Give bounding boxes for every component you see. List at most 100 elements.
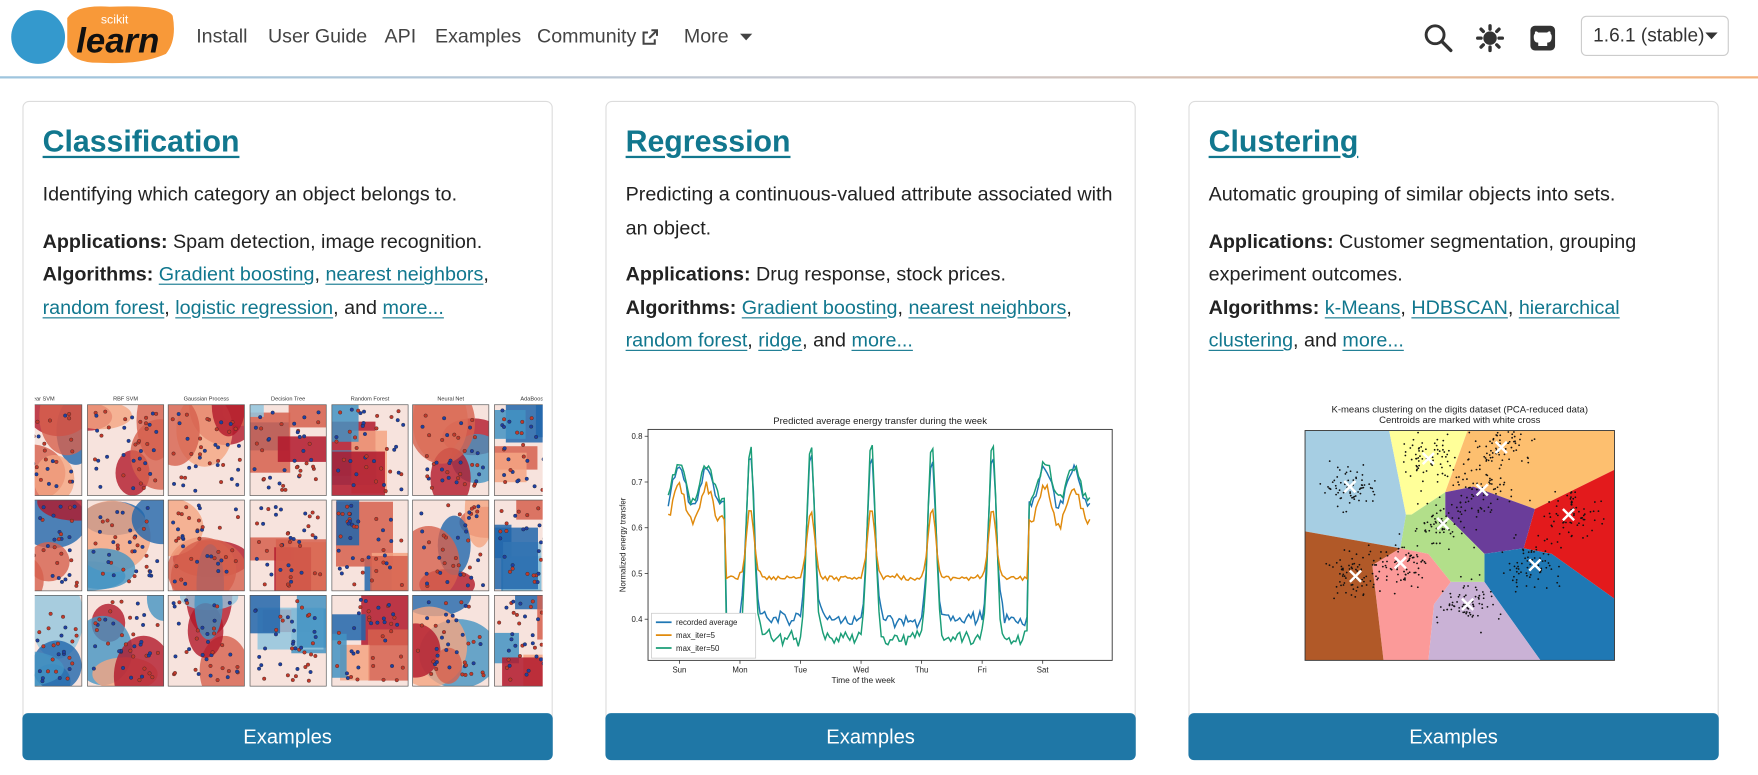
sample-dot <box>1531 439 1533 442</box>
panel <box>87 499 165 592</box>
algorithm-link[interactable]: Gradient boosting <box>741 295 898 318</box>
sample-dot <box>1502 483 1505 486</box>
region <box>87 404 132 430</box>
sample-dot <box>1328 564 1331 567</box>
sample-dot <box>1347 465 1349 468</box>
sample-dot <box>1526 560 1529 562</box>
sample-dot <box>237 457 242 462</box>
sample-dot <box>1361 474 1364 476</box>
card-title[interactable]: Clustering <box>1208 124 1359 159</box>
card-title[interactable]: Classification <box>42 124 240 159</box>
sample-dot <box>437 555 442 560</box>
sample-dot <box>1489 502 1492 505</box>
cluster-region <box>1445 486 1535 554</box>
algorithm-link[interactable]: Gradient boosting <box>158 262 315 285</box>
sample-dot <box>381 548 386 553</box>
algorithm-link[interactable]: hierarchical clustering <box>1208 295 1620 351</box>
sample-dot <box>476 504 481 509</box>
sample-dot <box>1457 595 1460 598</box>
nav-link[interactable]: User Guide <box>267 24 368 48</box>
algorithm-link[interactable]: nearest neighbors <box>908 295 1067 318</box>
sample-dot <box>185 601 190 605</box>
sample-dot <box>1573 512 1575 515</box>
sample-dot <box>1562 526 1565 529</box>
nav-link[interactable]: Community <box>537 24 637 48</box>
sample-dot <box>1478 594 1481 597</box>
sample-dot <box>111 573 116 578</box>
sample-dot <box>140 544 145 549</box>
sample-dot <box>334 439 339 444</box>
sample-dot <box>307 441 312 446</box>
sample-dot <box>1499 477 1502 480</box>
algorithm-link[interactable]: random forest <box>42 295 165 318</box>
sample-dot <box>91 666 96 671</box>
github-icon[interactable] <box>1529 25 1556 52</box>
sample-dot <box>530 599 535 604</box>
sample-dot <box>1445 515 1447 518</box>
sample-dot <box>1514 442 1517 445</box>
algorithm-link[interactable]: nearest neighbors <box>325 262 484 285</box>
sample-dot <box>1465 611 1468 613</box>
sample-dot <box>536 506 541 511</box>
sample-dot <box>340 512 345 516</box>
panel <box>412 404 490 496</box>
examples-button[interactable]: Examples <box>1188 713 1719 761</box>
sample-dot <box>364 465 369 470</box>
sample-dot <box>298 468 303 473</box>
sample-dot <box>181 483 186 488</box>
nav-link[interactable]: Examples <box>435 24 522 48</box>
sample-dot <box>345 565 349 569</box>
algorithm-link[interactable]: more... <box>851 328 913 351</box>
panel-border <box>87 595 165 687</box>
sample-dot <box>1353 562 1356 565</box>
sample-dot <box>35 419 40 424</box>
sample-dot <box>54 459 59 464</box>
sample-dot <box>1413 571 1416 574</box>
algorithm-link[interactable]: random forest <box>625 328 748 351</box>
examples-button[interactable]: Examples <box>22 713 553 761</box>
sample-dot <box>1488 454 1491 456</box>
sample-dot <box>540 487 543 492</box>
sample-dot <box>289 568 294 573</box>
algorithm-link[interactable]: more... <box>1342 328 1404 351</box>
sample-dot <box>138 419 143 424</box>
sample-dot <box>481 673 486 678</box>
sample-dot <box>67 535 72 540</box>
examples-button[interactable]: Examples <box>605 713 1136 761</box>
cluster-region <box>1400 492 1485 582</box>
sample-dot <box>521 454 526 459</box>
nav-link[interactable]: API <box>384 24 417 48</box>
sample-dot <box>1463 611 1466 614</box>
sample-dot <box>536 571 541 576</box>
panel-regions <box>335 500 409 591</box>
algorithm-link[interactable]: more... <box>382 295 444 318</box>
sample-dot <box>475 463 480 468</box>
panel-title: Random Forest <box>351 396 390 402</box>
sample-dot <box>399 487 404 492</box>
algorithm-link[interactable]: logistic regression <box>175 295 334 318</box>
version-dropdown[interactable]: 1.6.1 (stable) <box>1580 15 1729 57</box>
sample-dot <box>1355 568 1357 571</box>
nav-link[interactable]: Install <box>196 24 248 48</box>
card-title[interactable]: Regression <box>625 124 791 159</box>
sample-dot <box>198 436 203 441</box>
sample-dot <box>1403 570 1405 573</box>
region <box>250 595 281 634</box>
search-icon[interactable] <box>1424 24 1453 53</box>
algorithm-link[interactable]: ridge <box>758 328 803 351</box>
sample-dot <box>1490 460 1493 462</box>
logo[interactable]: scikit learn <box>9 2 194 76</box>
sample-dot <box>1491 442 1493 445</box>
algorithm-link[interactable]: k-Means <box>1324 295 1401 318</box>
x-tick-label: Tue <box>794 666 807 675</box>
sample-dot <box>1560 546 1562 549</box>
theme-icon[interactable] <box>1475 24 1505 53</box>
algorithm-link[interactable]: HDBSCAN <box>1411 295 1508 318</box>
sample-dot <box>1573 514 1575 517</box>
sample-dot <box>1438 496 1441 499</box>
nav-link[interactable]: More <box>683 24 729 48</box>
sample-dot <box>50 657 55 662</box>
sample-dot <box>1336 476 1339 478</box>
sample-dot <box>1513 431 1515 433</box>
sample-dot <box>362 409 366 414</box>
